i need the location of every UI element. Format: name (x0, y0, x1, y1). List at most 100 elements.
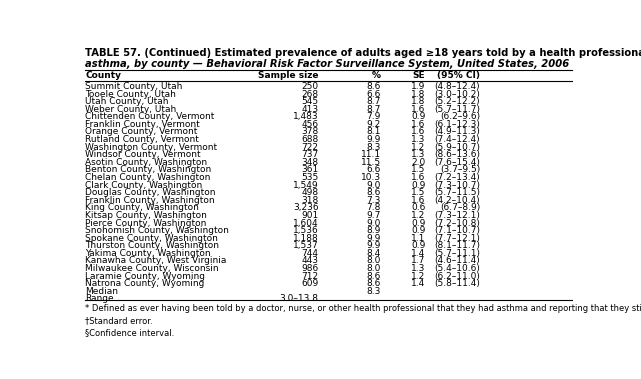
Text: (6.2–9.6): (6.2–9.6) (440, 112, 480, 121)
Text: 268: 268 (301, 89, 319, 99)
Text: 8.6: 8.6 (366, 272, 381, 280)
Text: Weber County, Utah: Weber County, Utah (85, 105, 176, 114)
Text: 6.6: 6.6 (366, 89, 381, 99)
Text: (4.8–12.4): (4.8–12.4) (435, 82, 480, 91)
Text: (5.9–10.7): (5.9–10.7) (434, 143, 480, 152)
Text: 10.3: 10.3 (360, 173, 381, 182)
Text: (5.8–11.4): (5.8–11.4) (434, 279, 480, 288)
Text: (4.9–11.3): (4.9–11.3) (434, 127, 480, 136)
Text: (7.6–15.4): (7.6–15.4) (434, 158, 480, 167)
Text: 7.8: 7.8 (366, 204, 381, 212)
Text: Median: Median (85, 287, 118, 296)
Text: 378: 378 (301, 127, 319, 136)
Text: Orange County, Vermont: Orange County, Vermont (85, 127, 197, 136)
Text: Rutland County, Vermont: Rutland County, Vermont (85, 135, 199, 144)
Text: 8.9: 8.9 (366, 226, 381, 235)
Text: Douglas County, Washington: Douglas County, Washington (85, 188, 215, 197)
Text: 250: 250 (301, 82, 319, 91)
Text: Laramie County, Wyoming: Laramie County, Wyoming (85, 272, 205, 280)
Text: 9.9: 9.9 (366, 135, 381, 144)
Text: (6.2–11.0): (6.2–11.0) (434, 272, 480, 280)
Text: 498: 498 (301, 188, 319, 197)
Text: 8.4: 8.4 (367, 249, 381, 258)
Text: 545: 545 (301, 97, 319, 106)
Text: 443: 443 (301, 257, 319, 265)
Text: Yakima County, Washington: Yakima County, Washington (85, 249, 211, 258)
Text: 1.4: 1.4 (411, 279, 426, 288)
Text: (5.7–11.1): (5.7–11.1) (434, 249, 480, 258)
Text: (6.7–8.9): (6.7–8.9) (440, 204, 480, 212)
Text: (6.1–12.3): (6.1–12.3) (434, 120, 480, 129)
Text: 9.9: 9.9 (366, 234, 381, 243)
Text: 722: 722 (301, 143, 319, 152)
Text: 2.0: 2.0 (411, 158, 426, 167)
Text: 0.9: 0.9 (411, 181, 426, 190)
Text: Franklin County, Vermont: Franklin County, Vermont (85, 120, 200, 129)
Text: 609: 609 (301, 279, 319, 288)
Text: 1,188: 1,188 (293, 234, 319, 243)
Text: 6.6: 6.6 (366, 165, 381, 174)
Text: Sample size: Sample size (258, 71, 319, 80)
Text: 348: 348 (301, 158, 319, 167)
Text: 1.6: 1.6 (411, 196, 426, 205)
Text: 0.9: 0.9 (411, 241, 426, 250)
Text: 1.6: 1.6 (411, 173, 426, 182)
Text: 11.5: 11.5 (360, 158, 381, 167)
Text: 1,536: 1,536 (293, 226, 319, 235)
Text: 535: 535 (301, 173, 319, 182)
Text: Franklin County, Washington: Franklin County, Washington (85, 196, 215, 205)
Text: 1.2: 1.2 (411, 143, 426, 152)
Text: (4.2–10.4): (4.2–10.4) (435, 196, 480, 205)
Text: 8.3: 8.3 (366, 287, 381, 296)
Text: Natrona County, Wyoming: Natrona County, Wyoming (85, 279, 204, 288)
Text: 9.0: 9.0 (366, 181, 381, 190)
Text: Kanawha County, West Virginia: Kanawha County, West Virginia (85, 257, 226, 265)
Text: Kitsap County, Washington: Kitsap County, Washington (85, 211, 207, 220)
Text: (7.7–12.1): (7.7–12.1) (434, 234, 480, 243)
Text: 1.2: 1.2 (411, 211, 426, 220)
Text: Chittenden County, Vermont: Chittenden County, Vermont (85, 112, 215, 121)
Text: 8.7: 8.7 (366, 97, 381, 106)
Text: (7.3–10.7): (7.3–10.7) (434, 181, 480, 190)
Text: 8.7: 8.7 (366, 105, 381, 114)
Text: (5.4–10.6): (5.4–10.6) (434, 264, 480, 273)
Text: TABLE 57. (Continued) Estimated prevalence of adults aged ≥18 years told by a he: TABLE 57. (Continued) Estimated prevalen… (85, 49, 641, 58)
Text: 3,236: 3,236 (293, 204, 319, 212)
Text: King County, Washington: King County, Washington (85, 204, 199, 212)
Text: Benton County, Washington: Benton County, Washington (85, 165, 212, 174)
Text: 318: 318 (301, 196, 319, 205)
Text: 1.4: 1.4 (411, 249, 426, 258)
Text: Washington County, Vermont: Washington County, Vermont (85, 143, 217, 152)
Text: 456: 456 (301, 120, 319, 129)
Text: 1.3: 1.3 (411, 264, 426, 273)
Text: * Defined as ever having been told by a doctor, nurse, or other health professio: * Defined as ever having been told by a … (85, 304, 641, 313)
Text: (5.7–11.7): (5.7–11.7) (434, 105, 480, 114)
Text: 737: 737 (301, 150, 319, 159)
Text: 1,537: 1,537 (293, 241, 319, 250)
Text: (3.7–9.5): (3.7–9.5) (440, 165, 480, 174)
Text: 8.3: 8.3 (366, 143, 381, 152)
Text: §Confidence interval.: §Confidence interval. (85, 328, 174, 337)
Text: (8.6–13.6): (8.6–13.6) (434, 150, 480, 159)
Text: (4.6–11.4): (4.6–11.4) (435, 257, 480, 265)
Text: 1.2: 1.2 (411, 272, 426, 280)
Text: 744: 744 (301, 249, 319, 258)
Text: 1,549: 1,549 (293, 181, 319, 190)
Text: Summit County, Utah: Summit County, Utah (85, 82, 183, 91)
Text: 7.9: 7.9 (366, 112, 381, 121)
Text: County: County (85, 71, 121, 80)
Text: 1.6: 1.6 (411, 127, 426, 136)
Text: 1,483: 1,483 (293, 112, 319, 121)
Text: Thurston County, Washington: Thurston County, Washington (85, 241, 219, 250)
Text: 1.5: 1.5 (411, 165, 426, 174)
Text: 8.1: 8.1 (366, 127, 381, 136)
Text: 413: 413 (301, 105, 319, 114)
Text: Snohomish County, Washington: Snohomish County, Washington (85, 226, 229, 235)
Text: 1.9: 1.9 (411, 82, 426, 91)
Text: 7.3: 7.3 (366, 196, 381, 205)
Text: 8.0: 8.0 (366, 257, 381, 265)
Text: †Standard error.: †Standard error. (85, 316, 153, 325)
Text: Windsor County, Vermont: Windsor County, Vermont (85, 150, 201, 159)
Text: 8.6: 8.6 (366, 279, 381, 288)
Text: 1,604: 1,604 (293, 219, 319, 227)
